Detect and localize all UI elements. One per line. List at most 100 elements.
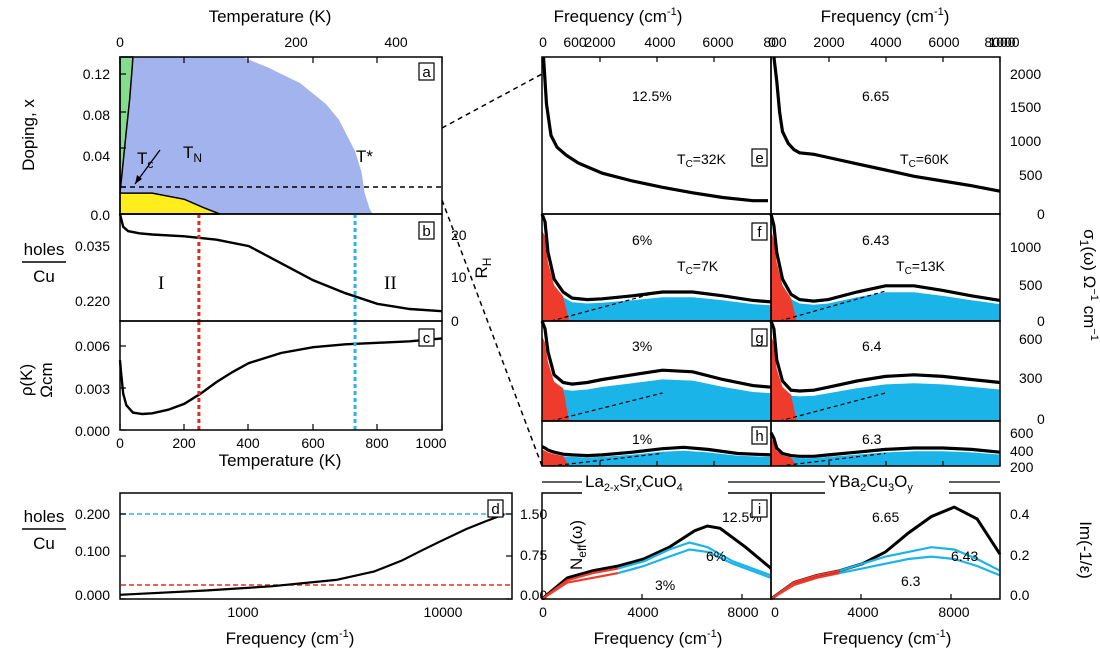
midir-band-fill: [563, 379, 771, 421]
tick-label: 20: [451, 227, 467, 243]
tick-label: 400: [236, 435, 260, 451]
tick-label: 8000: [984, 34, 1015, 50]
conductivity-curve: [769, 213, 1001, 303]
tick-label: 1000: [227, 604, 258, 620]
tick-label: 0.4: [1010, 506, 1030, 522]
tick-label: 0: [768, 34, 776, 50]
tick-label: 4000: [870, 34, 901, 50]
dashed-baseline: [550, 290, 663, 322]
tick-label: 0: [116, 435, 124, 451]
tick-label: 0: [451, 313, 459, 329]
doping-63-label: 6.3: [862, 431, 882, 447]
tick-label: 1.50: [520, 506, 547, 522]
tick-label: 0.12: [83, 66, 110, 82]
dashed-baseline: [550, 452, 663, 467]
panel-letter-box: [487, 499, 504, 518]
tc-label: Tc: [137, 149, 153, 171]
conductivity-curve: [540, 213, 772, 304]
tick-label: 0.220: [75, 293, 110, 309]
panel-e-left: [541, 56, 768, 203]
i-label-665: 6.65: [872, 509, 899, 525]
tick-label: 400: [384, 34, 408, 50]
i-label-63: 6.3: [901, 573, 921, 589]
i-label-3: 3%: [655, 577, 675, 593]
rho-label: ρ(K): [17, 364, 36, 396]
tick-label: 0: [1037, 206, 1045, 222]
resistivity-curve: [118, 337, 443, 416]
temperature-top-title: Temperature (K): [209, 7, 332, 26]
panel-letter: d: [491, 501, 499, 518]
panel-c-frame: [119, 320, 443, 431]
doping-643-label: 6.43: [862, 232, 889, 248]
panel-h-right: [769, 432, 1001, 467]
tick-label: 10: [451, 269, 467, 285]
panel-e-right: [772, 56, 1001, 193]
loss-function-high: [618, 548, 772, 579]
panel-letter-box: [751, 328, 768, 347]
drude-peak-fill: [771, 230, 797, 321]
tick-label: 8000: [938, 604, 969, 620]
holes-per-cu-label-d: holes Cu: [22, 507, 66, 553]
im-axis-title: Im(-1/ε): [1076, 521, 1095, 579]
tick-label: 0.04: [83, 148, 110, 164]
panel-letter-box: [418, 221, 435, 240]
tick-label: 1000: [988, 34, 1019, 50]
tick-label: 0.006: [75, 338, 110, 354]
tick-label: 4000: [644, 34, 675, 50]
freq-i-right-ticklabels: 0 4000 8000: [771, 604, 970, 620]
tick-label: 800: [365, 435, 389, 451]
panel-e-left-frame: [541, 56, 772, 215]
panel-letter-box: [751, 222, 768, 241]
panel-h-left: [541, 445, 772, 467]
tick-label: 0.003: [75, 381, 110, 397]
neff-ticklabels: 1.50 0.75 0.00: [520, 506, 547, 603]
midir-band-fill: [791, 292, 1000, 321]
drude-peak-fill: [542, 336, 570, 421]
tick-label: 4000: [627, 604, 658, 620]
tick-label: 600: [563, 34, 587, 50]
conductivity-curve: [772, 56, 1001, 193]
frequency-top-right-title: Frequency (cm-1): [821, 6, 950, 26]
rho-axis-title: ρ(K) Ωcm: [17, 362, 56, 397]
temp-bottom-ticklabels: 0 200 400 600 800 1000: [116, 435, 447, 451]
panel-letter-box: [751, 426, 768, 445]
tick-label: 0.000: [75, 587, 110, 603]
region-two-label: II: [384, 273, 397, 294]
tick-label: 400: [1010, 443, 1034, 459]
tick-label: 200: [284, 34, 308, 50]
panel-d: [119, 492, 513, 600]
zoom-connector-bottom: [441, 199, 543, 467]
panel-letters: a b c d e f g h i: [418, 62, 768, 518]
tick-label: 0.75: [520, 547, 547, 563]
tick-label: 0.100: [75, 543, 110, 559]
loss-function-high: [839, 546, 1001, 572]
tick-label: 600: [301, 435, 325, 451]
hall-coefficient-curve: [118, 213, 443, 313]
frequency-top-left-title: Frequency (cm-1): [554, 6, 683, 26]
tc-60k-label: TC=60K: [900, 151, 950, 170]
rh-ticklabels: 20 10 0: [451, 227, 467, 329]
tick-label: 0.000: [75, 423, 110, 439]
midir-band-fill: [791, 451, 1000, 466]
spectral-weight-curve: [119, 513, 505, 596]
rh-axis-title: RH: [472, 258, 494, 279]
tick-label: 0.2: [1010, 547, 1030, 563]
doping-ticklabels: 0.12 0.08 0.04 0.0: [83, 66, 110, 223]
panel-d-frame: [119, 492, 513, 600]
panel-g-right: [769, 320, 1001, 422]
frequency-i-left-title: Frequency (cm-1): [594, 628, 723, 648]
doping-125-label: 12.5%: [632, 88, 672, 104]
freq-top-right-ticklabels: 0 2000 4000 6000 8000: [768, 34, 1016, 50]
holes-b-ticklabels: 0.035 0.220: [75, 238, 110, 309]
doping-1-label: 1%: [632, 431, 652, 447]
holes-d-ticklabels: 0.200 0.100 0.000: [75, 506, 110, 603]
ybco-title-bg: [825, 470, 949, 494]
tick-marks: [119, 57, 1001, 600]
doping-665-label: 6.65: [862, 88, 889, 104]
loss-function-high: [618, 541, 772, 577]
rho-unit: Ωcm: [37, 362, 56, 397]
tick-label: 800: [763, 34, 787, 50]
doping-3-label: 3%: [632, 338, 652, 354]
tick-label: 200: [1010, 459, 1034, 475]
